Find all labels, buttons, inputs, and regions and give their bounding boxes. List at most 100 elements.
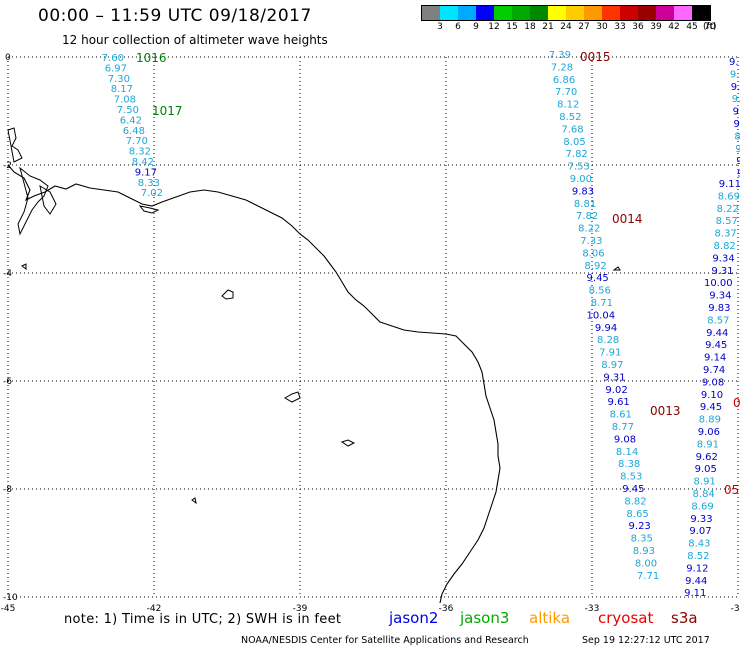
wave-height-value: 8.65: [626, 509, 648, 520]
wave-height-value: 8.37: [715, 229, 737, 240]
wave-height-value: 6.86: [553, 75, 575, 86]
satellite-legend-cryosat: cryosat: [598, 609, 654, 627]
wave-height-value: 7.68: [561, 124, 583, 135]
wave-height-value: 9.11: [684, 588, 706, 599]
wave-height-value: 8.91: [697, 439, 719, 450]
wave-height-value: 7.39: [549, 50, 571, 61]
island-marajo-east: [221, 289, 234, 300]
color-scale-label: 70: [704, 22, 716, 32]
color-scale-legend: [421, 5, 711, 21]
wave-height-value: 9.12: [686, 563, 708, 574]
color-scale-label: 27: [578, 22, 590, 32]
footer-note: note: 1) Time is in UTC; 2) SWH is in fe…: [64, 612, 342, 627]
wave-height-value: 9.31: [603, 372, 625, 383]
pass-labels: 1016 1017 0015 0014 0013 0 05: [136, 50, 740, 497]
page-subtitle: 12 hour collection of altimeter wave hei…: [62, 33, 328, 47]
latitude-tick-label: -6: [3, 377, 12, 387]
wave-height-value: 9.45: [587, 273, 609, 284]
satellite-legend-altika: altika: [529, 609, 571, 627]
island-fernando: [283, 391, 301, 403]
altimeter-tracks: 7.606.977.308.177.087.506.426.487.708.32…: [102, 50, 740, 599]
color-scale-label: 39: [650, 22, 662, 32]
wave-height-value: 7.91: [599, 348, 621, 359]
wave-height-value: 8.42: [132, 157, 154, 168]
wave-height-value: 8.22: [578, 224, 600, 235]
longitude-tick-label: -39: [293, 604, 308, 614]
wave-height-value: 8.56: [589, 286, 611, 297]
wave-height-value: 9.23: [629, 521, 651, 532]
wave-height-value: 7.08: [114, 95, 136, 106]
wave-height-value: 9.45: [700, 402, 722, 413]
wave-height-value: 8.97: [601, 360, 623, 371]
wave-height-value: 8.57: [707, 315, 729, 326]
color-scale-swatch: [440, 6, 458, 20]
wave-height-value: 7.02: [141, 188, 163, 199]
wave-height-value: 8.89: [699, 415, 721, 426]
wave-height-value: 8.00: [635, 558, 657, 569]
wave-height-value: 9.10: [701, 390, 723, 401]
wave-height-value: 8.12: [557, 100, 579, 111]
wave-height-value: 8.33: [138, 178, 160, 189]
wave-height-value: 10.04: [586, 310, 615, 321]
wave-height-value: 9.62: [696, 452, 718, 463]
island-atol: [340, 439, 356, 447]
color-scale-label: 9: [473, 22, 479, 32]
timestamp-text: Sep 19 12:27:12 UTC 2017: [582, 635, 710, 646]
satellite-legend-jason2: jason2: [389, 609, 439, 627]
pass-id-label: 0015: [580, 50, 611, 64]
wave-height-value: 6.97: [105, 63, 127, 74]
color-scale-label: 3: [437, 22, 443, 32]
wave-height-value: 8.92: [584, 261, 606, 272]
color-scale-swatch: [476, 6, 494, 20]
wave-height-value: 8.32: [129, 147, 151, 158]
pass-id-label: 0013: [650, 404, 681, 418]
satellite-legend-s3a: s3a: [671, 609, 698, 627]
color-scale-label: 45: [686, 22, 698, 32]
wave-height-value: 9.45: [622, 484, 644, 495]
longitude-tick-label: -45: [1, 604, 16, 614]
wave-height-value: 7.71: [637, 571, 659, 582]
wave-height-value: 8.22: [717, 204, 739, 215]
coastline-brazil: [7, 164, 501, 604]
wave-height-value: 9.: [731, 82, 740, 93]
color-scale-label: 15: [506, 22, 518, 32]
wave-height-value: 8.82: [624, 496, 646, 507]
wave-height-value: 9.83: [572, 186, 594, 197]
color-scale-swatch: [638, 6, 656, 20]
wave-height-value: 7.28: [551, 62, 573, 73]
pass-id-label: 1016: [136, 51, 167, 65]
island-tiny-1: [21, 263, 27, 270]
wave-height-value: 8.52: [559, 112, 581, 123]
wave-height-value: 7.30: [108, 74, 130, 85]
wave-height-value: 9.02: [605, 385, 627, 396]
wave-height-value: 7.82: [566, 149, 588, 160]
wave-height-value: 7.70: [555, 87, 577, 98]
wave-height-value: 10.00: [704, 278, 733, 289]
wave-height-value: 9.06: [698, 427, 720, 438]
wave-height-value: 7.60: [102, 53, 124, 64]
wave-height-value: 9.33: [690, 514, 712, 525]
wave-height-value: 9.07: [689, 526, 711, 537]
wave-height-value: 7.82: [576, 211, 598, 222]
color-scale-label: 12: [488, 22, 500, 32]
wave-height-value: 9.34: [712, 253, 734, 264]
wave-height-value: 9.45: [705, 340, 727, 351]
wave-height-value: 8.57: [716, 216, 738, 227]
wave-height-value: 9.31: [711, 266, 733, 277]
latitude-tick-label: -8: [3, 485, 12, 495]
color-scale-swatch: [458, 6, 476, 20]
wave-height-value: 7.70: [126, 136, 148, 147]
wave-height-value: 8.69: [691, 501, 713, 512]
lat-lon-grid: [7, 56, 739, 598]
wave-height-value: 8.35: [631, 534, 653, 545]
latitude-tick-label: -4: [3, 269, 12, 279]
color-scale-label: 21: [542, 22, 554, 32]
color-scale-swatch: [656, 6, 674, 20]
wave-height-value: 8.77: [612, 422, 634, 433]
wave-height-value: 9.: [729, 57, 739, 68]
wave-height-value: 8.14: [616, 447, 638, 458]
wave-height-value: 8.38: [618, 459, 640, 470]
wave-height-value: 7.50: [117, 105, 139, 116]
color-scale-label: 6: [455, 22, 461, 32]
